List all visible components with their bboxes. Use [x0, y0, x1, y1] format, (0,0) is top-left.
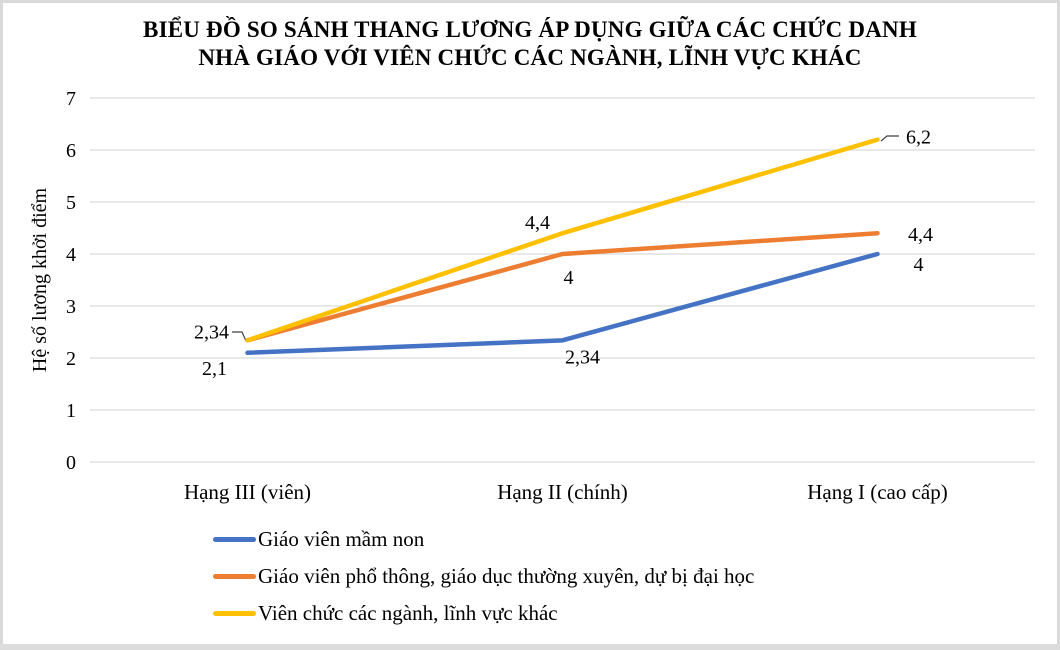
- x-axis-label: Hạng I (cao cấp): [807, 480, 948, 504]
- y-tick-label: 3: [66, 296, 76, 318]
- legend-line-swatch-orange: [213, 574, 256, 579]
- series-line-1: [245, 251, 880, 356]
- data-label: 2,1: [202, 358, 227, 380]
- label-leader-line: [880, 135, 899, 142]
- x-axis-label: Hạng II (chính): [497, 480, 628, 504]
- legend-item: Giáo viên phổ thông, giáo dục thường xuy…: [213, 558, 754, 595]
- y-tick-label: 5: [66, 192, 76, 214]
- legend-line-swatch-yellow: [213, 611, 256, 616]
- window-border-left: [0, 0, 3, 650]
- series-line-2: [245, 230, 880, 343]
- legend-item: Viên chức các ngành, lĩnh vực khác: [213, 595, 754, 632]
- chart-title-line-2: NHÀ GIÁO VỚI VIÊN CHỨC CÁC NGÀNH, LĨNH V…: [198, 45, 862, 70]
- y-tick-label: 0: [66, 452, 76, 474]
- y-tick-label: 2: [66, 348, 76, 370]
- y-tick-label: 4: [66, 244, 76, 266]
- y-tick-label: 7: [66, 88, 76, 110]
- chart-title-line-1: BIỂU ĐỒ SO SÁNH THANG LƯƠNG ÁP DỤNG GIỮA…: [143, 17, 917, 42]
- data-label: 4,4: [908, 224, 933, 246]
- data-label: 4: [914, 254, 924, 276]
- window-border-bottom: [0, 644, 1060, 650]
- data-label: 2,34: [194, 321, 229, 343]
- data-label: 4: [564, 267, 574, 289]
- data-label: 2,34: [565, 346, 600, 368]
- legend-label: Viên chức các ngành, lĩnh vực khác: [258, 601, 558, 625]
- chart-legend: Giáo viên mầm non Giáo viên phổ thông, g…: [213, 521, 754, 632]
- legend-item: Giáo viên mầm non: [213, 521, 754, 558]
- legend-label: Giáo viên mầm non: [258, 527, 425, 551]
- window-border-right: [1057, 0, 1060, 650]
- window-border-top: [0, 0, 1060, 3]
- legend-line-swatch-blue: [213, 537, 256, 542]
- series-line-3: [245, 137, 880, 343]
- y-tick-label: 1: [66, 400, 76, 422]
- chart-title: BIỂU ĐỒ SO SÁNH THANG LƯƠNG ÁP DỤNG GIỮA…: [0, 16, 1060, 72]
- x-axis-label: Hạng III (viên): [184, 480, 311, 504]
- data-label: 6,2: [906, 127, 931, 149]
- y-axis-title: Hệ số lương khởi điểm: [29, 187, 51, 372]
- y-tick-label: 6: [66, 140, 76, 162]
- legend-label: Giáo viên phổ thông, giáo dục thường xuy…: [258, 564, 755, 588]
- data-label: 4,4: [525, 212, 550, 234]
- label-leader-line: [232, 331, 247, 342]
